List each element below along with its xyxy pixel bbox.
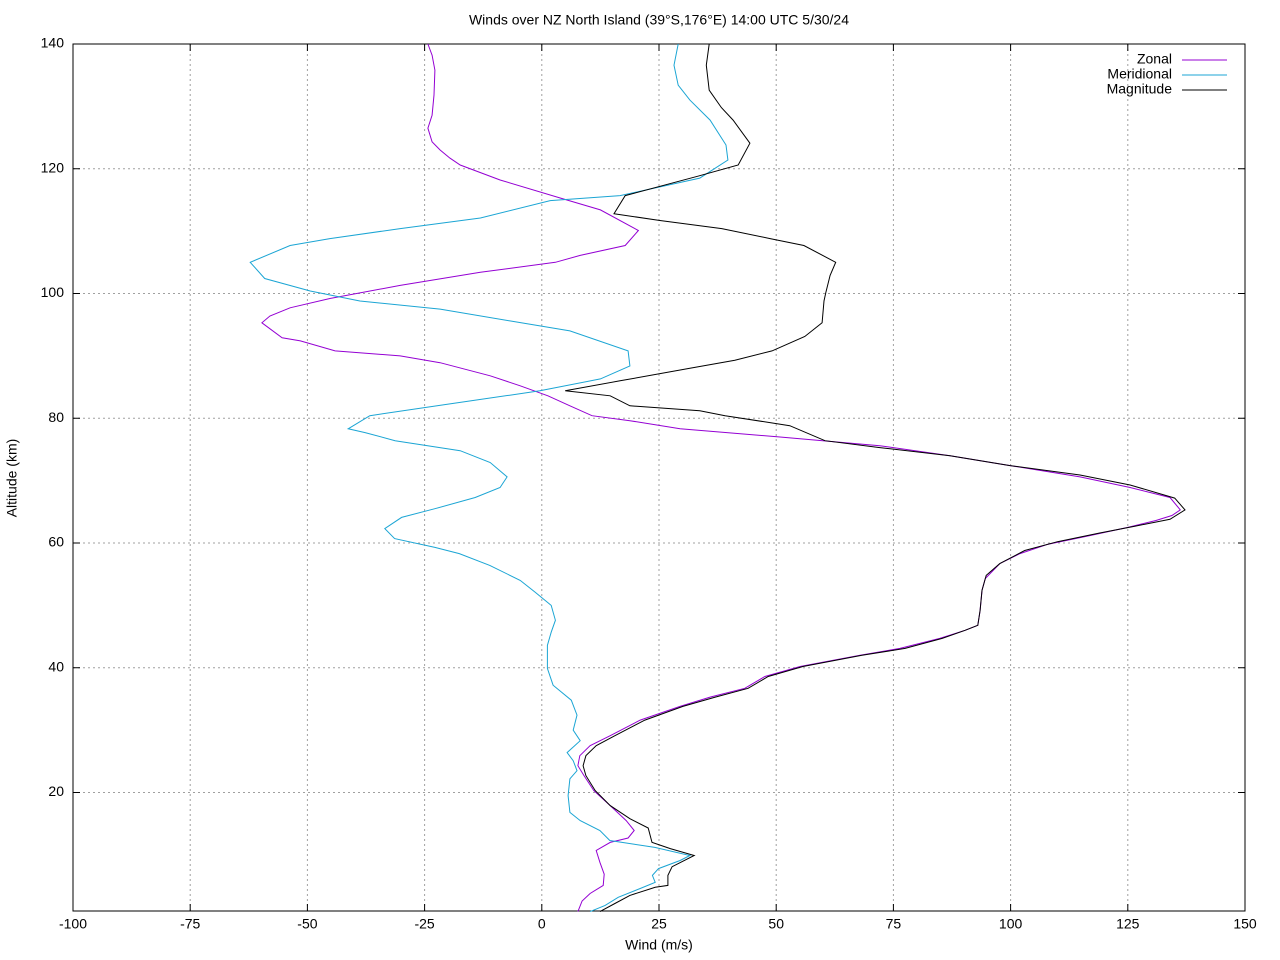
y-tick-label: 80 [48, 409, 64, 425]
y-tick-label: 100 [41, 284, 65, 300]
x-tick-label: 50 [768, 916, 784, 932]
x-tick-label: -25 [414, 916, 434, 932]
legend-label: Meridional [1107, 66, 1172, 82]
x-tick-label: 125 [1116, 916, 1140, 932]
data-line [565, 43, 1186, 913]
legend-label: Zonal [1137, 51, 1172, 67]
plot-frame [72, 43, 1246, 912]
y-tick-label: 140 [41, 35, 65, 51]
x-axis-label: Wind (m/s) [625, 937, 693, 953]
x-tick-label: 150 [1233, 916, 1257, 932]
y-tick-label: 120 [41, 159, 65, 175]
y-tick-label: 40 [48, 658, 64, 674]
x-tick-label: 25 [651, 916, 667, 932]
x-tick-label: 100 [999, 916, 1023, 932]
x-tick-label: 75 [886, 916, 902, 932]
x-tick-label: 0 [538, 916, 546, 932]
x-tick-label: -50 [297, 916, 317, 932]
chart-title: Winds over NZ North Island (39°S,176°E) … [469, 12, 849, 28]
y-tick-label: 60 [48, 534, 64, 550]
x-tick-label: -75 [180, 916, 200, 932]
legend-label: Magnitude [1107, 81, 1173, 97]
data-line [261, 43, 1182, 912]
x-tick-label: -100 [59, 916, 87, 932]
y-axis-label: Altitude (km) [4, 439, 20, 518]
y-tick-label: 20 [48, 783, 64, 799]
data-line [249, 43, 729, 913]
